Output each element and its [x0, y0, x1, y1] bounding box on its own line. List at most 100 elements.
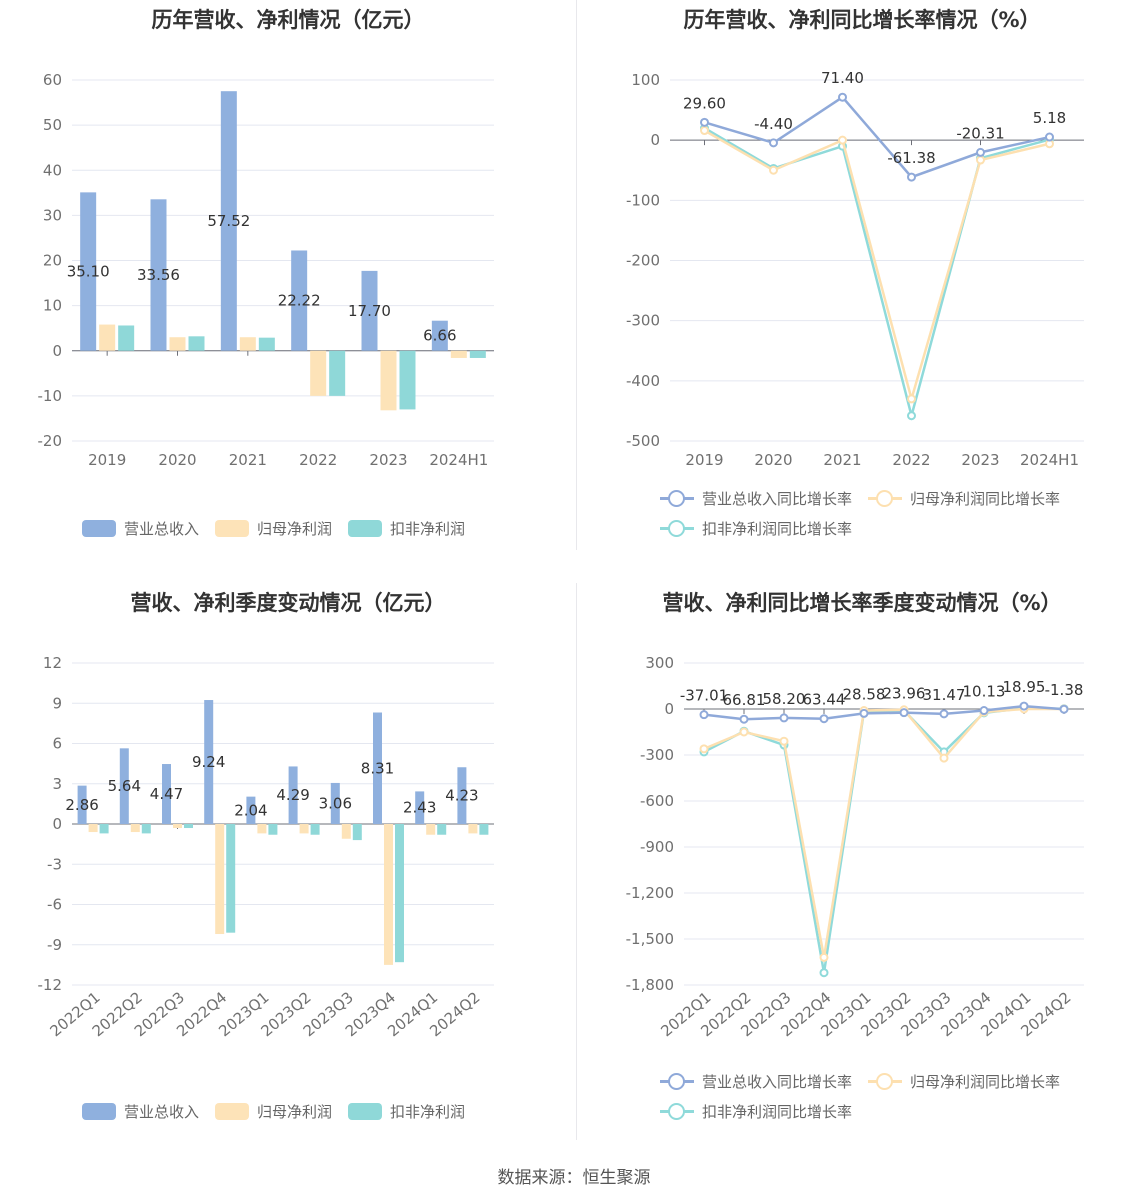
legend-swatch [348, 1102, 383, 1120]
y-tick-label: 300 [645, 654, 674, 672]
legend-label: 扣非净利润 [390, 1102, 466, 1121]
series-line [704, 95, 1050, 179]
data-label: -4.40 [754, 115, 793, 133]
bar-deducted-net-profit [268, 824, 278, 835]
legend-item[interactable]: 归母净利润 [215, 1096, 332, 1126]
legend-swatch-marker [876, 1072, 894, 1090]
bar-parent-net-profit [450, 350, 467, 358]
data-label: -1.38 [1045, 681, 1084, 699]
bar-deducted-net-profit [188, 336, 205, 351]
legend-swatch [660, 1102, 694, 1120]
bar-parent-net-profit [173, 824, 182, 829]
series-line [703, 129, 1050, 404]
legend-item[interactable]: 归母净利润同比增长率 [868, 483, 1060, 513]
y-tick-label: 10 [43, 297, 62, 315]
legend-swatch-marker [668, 489, 685, 507]
bar-parent-net-profit [299, 824, 309, 834]
bar-revenue [431, 320, 448, 351]
y-tick-label: -1,200 [626, 884, 674, 902]
bar-revenue [330, 782, 340, 824]
y-tick-label: 0 [52, 342, 62, 360]
y-tick-label: 6 [52, 735, 62, 753]
data-label: 8.31 [361, 759, 394, 777]
y-tick-label: -900 [640, 838, 674, 856]
data-point [739, 714, 749, 724]
bar-parent-net-profit [310, 350, 327, 396]
data-label: 6.66 [423, 327, 456, 345]
legend-label: 归母净利润 [257, 519, 333, 538]
data-label: 18.95 [1003, 678, 1046, 696]
legend-item[interactable]: 扣非净利润同比增长率 [660, 513, 852, 543]
quarterly-growth-chart: 3000-300-600-900-1,200-1,500-1,8002022Q1… [626, 654, 1084, 1040]
series-line [703, 704, 1065, 721]
legend-item[interactable]: 扣非净利润 [348, 513, 465, 543]
chart-title: 历年营收、净利同比增长率情况（%） [683, 8, 1041, 32]
bar-revenue [246, 796, 256, 824]
x-tick-label: 2021 [229, 451, 267, 469]
legend-item[interactable]: 归母净利润同比增长率 [868, 1066, 1060, 1096]
x-tick-label: 2024H1 [429, 451, 488, 469]
data-point [1045, 132, 1054, 142]
legend-swatch-marker [668, 1102, 685, 1120]
legend-item[interactable]: 营业总收入同比增长率 [660, 1066, 852, 1096]
data-point [699, 744, 709, 754]
bar-revenue [361, 270, 378, 351]
y-tick-label: -9 [47, 936, 62, 954]
annual-revenue-profit-chart: 60 50 40 30 20 10 0 -10 -20 2019 2020 2021 2022 2023 2… [38, 71, 494, 469]
y-tick-label: -6 [47, 896, 62, 914]
y-tick-label: -200 [626, 252, 660, 270]
y-tick-label: 0 [664, 700, 674, 718]
bar-revenue [373, 712, 382, 824]
legend-label: 营业总收入 [124, 1102, 200, 1121]
data-label: 10.13 [963, 683, 1006, 701]
data-point [700, 126, 709, 136]
x-tick-label: 2024H1 [1020, 451, 1079, 469]
x-tick-label: 2020 [158, 451, 196, 469]
data-label: 35.10 [67, 263, 110, 281]
x-tick-label: 2019 [685, 451, 723, 469]
bar-parent-net-profit [384, 824, 393, 965]
bar-parent-net-profit [426, 824, 436, 835]
data-point [769, 138, 778, 148]
legend-item[interactable]: 扣非净利润 [348, 1096, 465, 1126]
legend-item[interactable]: 扣非净利润同比增长率 [660, 1096, 852, 1126]
legend-label: 归母净利润同比增长率 [910, 489, 1061, 508]
legend-label: 营业总收入 [124, 519, 200, 538]
bar-revenue [119, 748, 129, 824]
x-tick-label: 2021 [823, 451, 861, 469]
data-point [700, 117, 709, 127]
legend-item[interactable]: 营业总收入同比增长率 [660, 483, 852, 513]
annual-growth-panel: 历年营收、净利同比增长率情况（%） 100 0 -100 -200 -300 -400 -5… [576, 0, 1148, 560]
bar-deducted-net-profit [184, 824, 193, 829]
y-tick-label: -20 [38, 432, 63, 450]
bar-revenue [204, 700, 214, 824]
legend-item[interactable]: 营业总收入 [82, 513, 199, 543]
legend-label: 扣非净利润同比增长率 [702, 1102, 853, 1121]
y-tick-label: -500 [626, 432, 660, 450]
data-source-note: 数据来源：恒生聚源 [497, 1168, 651, 1188]
bar-deducted-net-profit [258, 337, 275, 351]
data-point [739, 727, 749, 737]
data-label: -37.01 [680, 687, 728, 705]
legend-item[interactable]: 营业总收入 [82, 1096, 199, 1126]
data-point [976, 155, 985, 165]
series-line [703, 127, 1050, 421]
data-label: 3.06 [319, 794, 352, 812]
legend-item[interactable]: 归母净利润 [215, 513, 332, 543]
bar-deducted-net-profit [479, 824, 489, 835]
data-label: 2.04 [234, 801, 267, 819]
quarterly-growth-panel: 营收、净利同比增长率季度变动情况（%） 300 0 -300 -600 -900 -1,2… [576, 583, 1148, 1143]
y-tick-label: -3 [47, 855, 62, 873]
bar-deducted-net-profit [395, 824, 404, 963]
bar-parent-net-profit [341, 824, 351, 839]
y-tick-label: 12 [43, 654, 62, 672]
legend-swatch [660, 519, 694, 537]
data-label: 57.52 [207, 212, 250, 230]
bar-revenue [288, 766, 298, 824]
y-tick-label: 30 [43, 206, 62, 224]
legend-label: 扣非净利润同比增长率 [702, 519, 853, 538]
y-tick-label: -100 [626, 191, 660, 209]
bar-parent-net-profit [88, 824, 98, 833]
x-tick-label: 2023 [961, 451, 999, 469]
data-point [907, 411, 916, 421]
